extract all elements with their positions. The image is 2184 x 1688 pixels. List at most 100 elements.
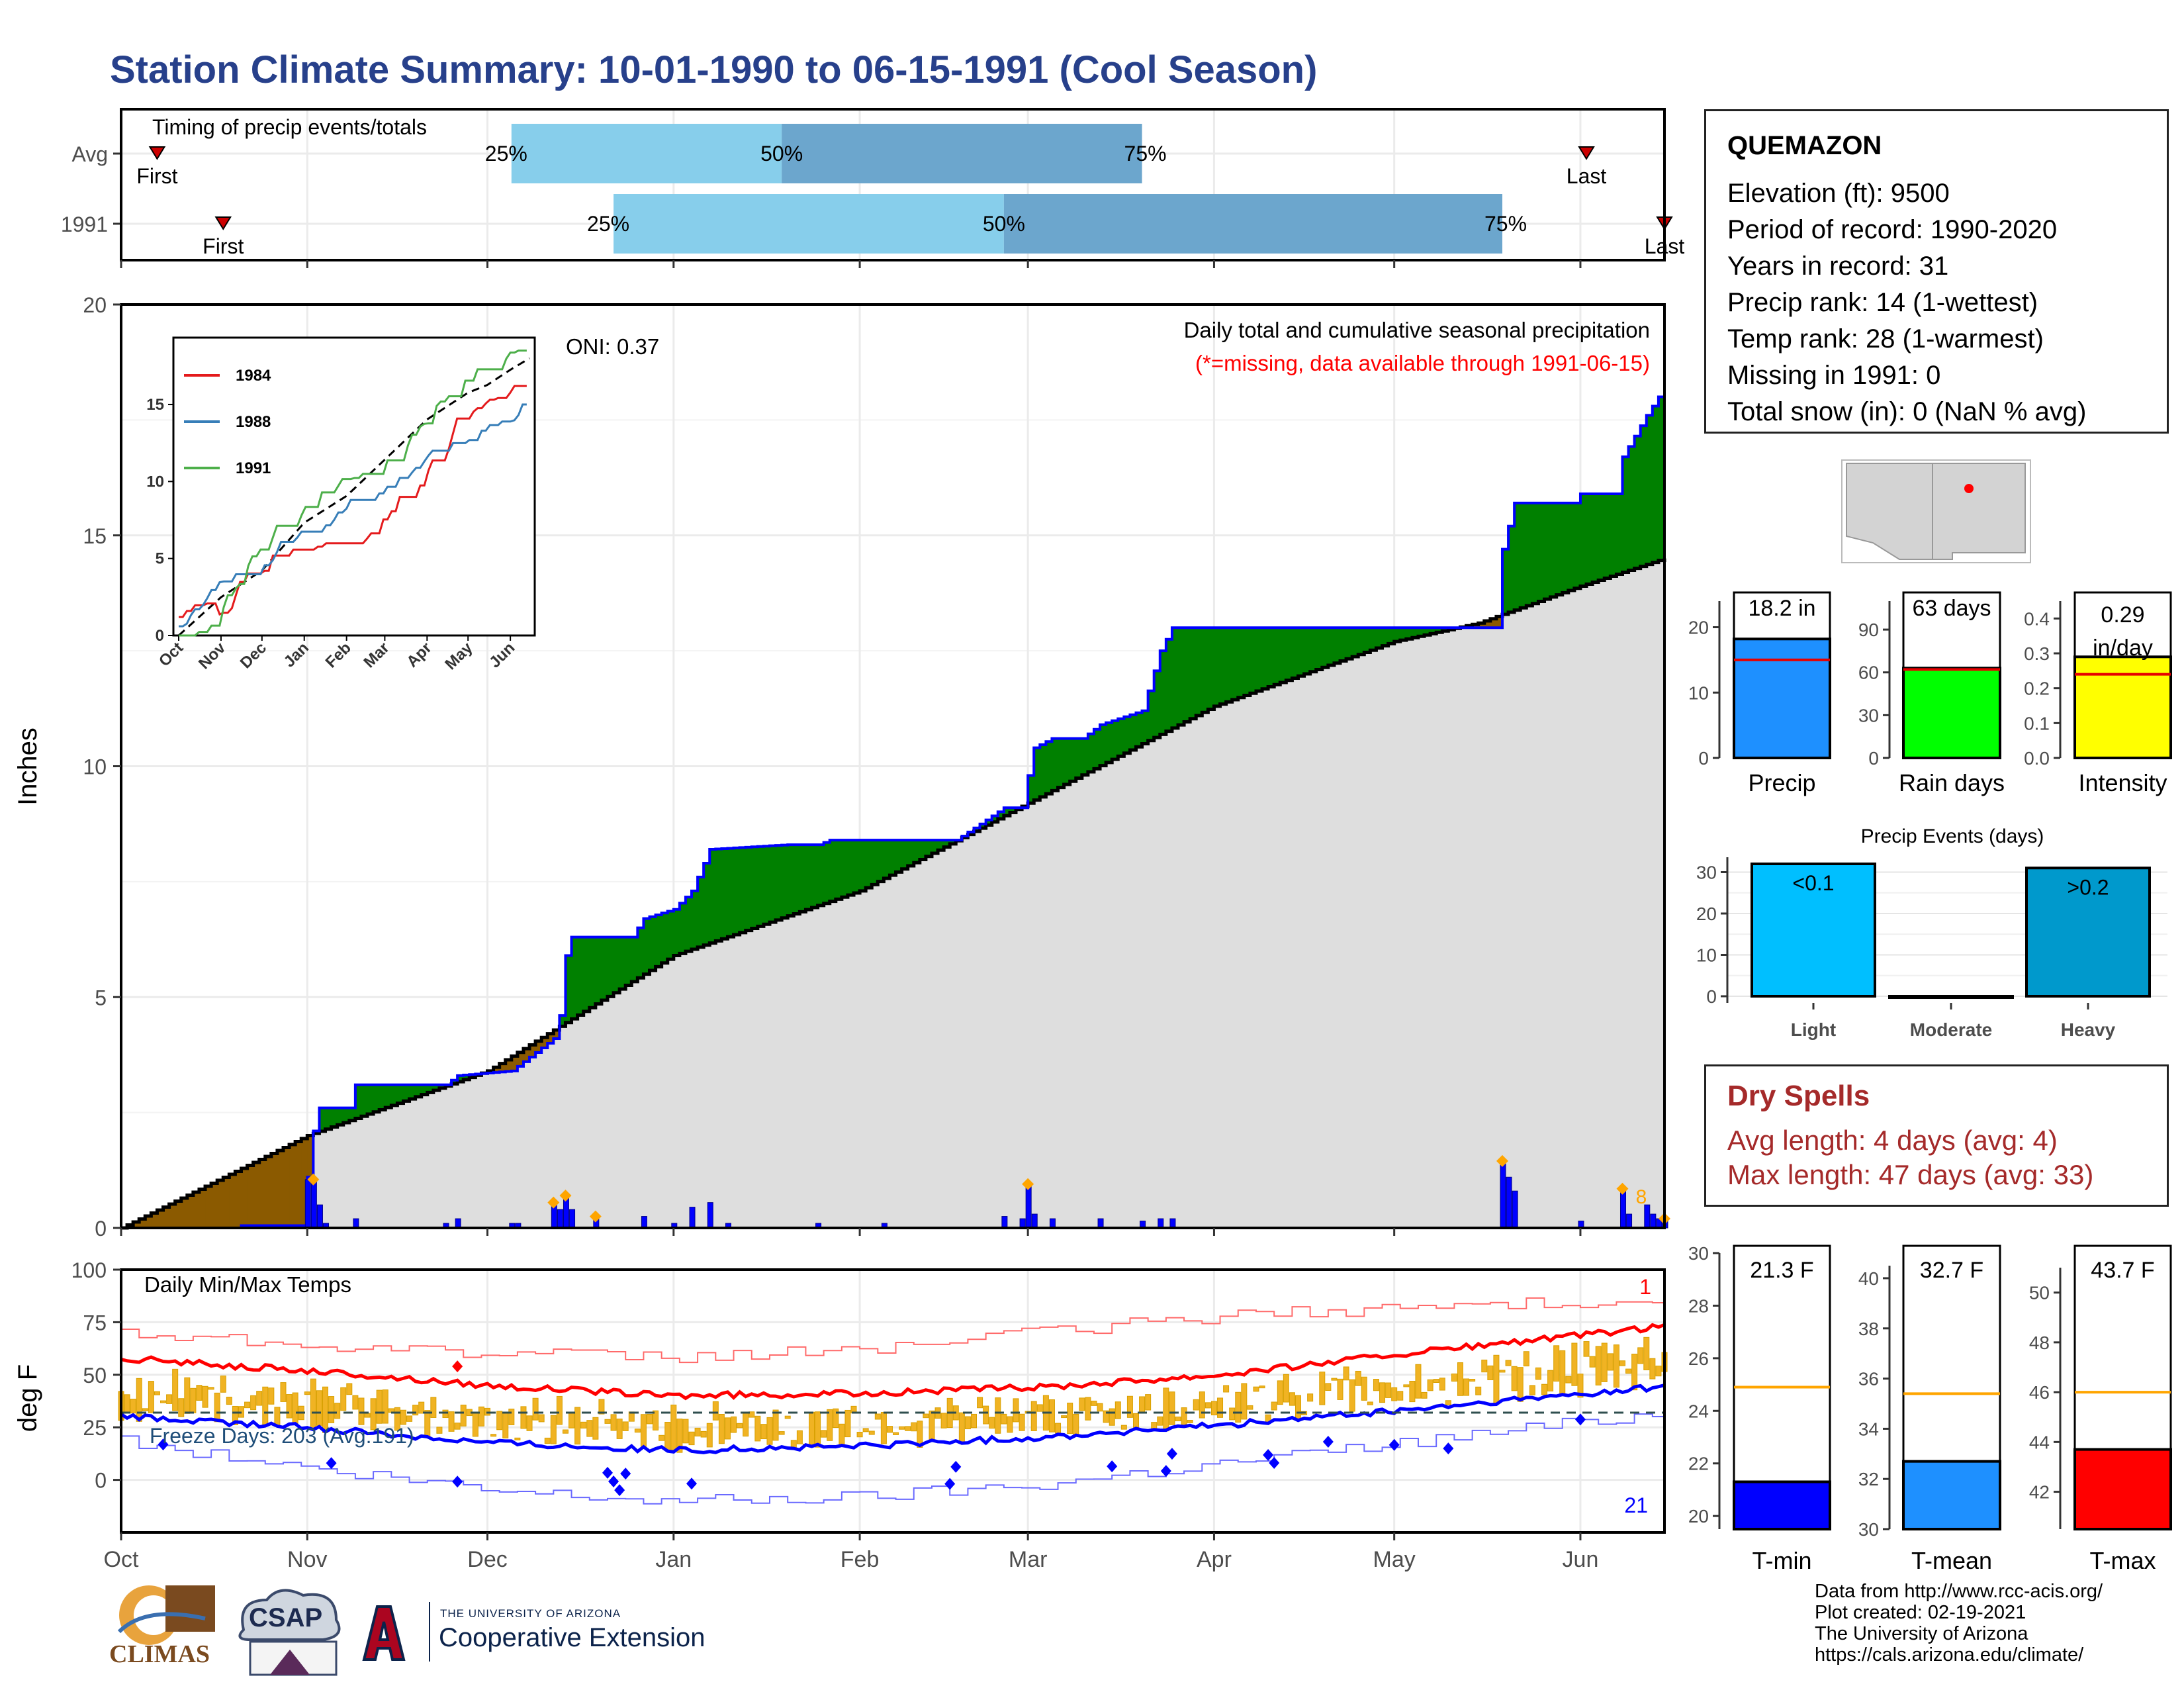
intensity-y-tick-label: 0.4 [2024,608,2050,629]
daily-temp-bar [316,1390,322,1426]
daily-temp-bar [827,1409,833,1441]
above-avg-fill [829,840,837,902]
daily-temp-bar [1577,1374,1584,1398]
info-missing: Missing in 1991: 0 [1727,361,1941,390]
daily-temp-bar [346,1383,353,1395]
temp-y-axis-label: deg F [13,1364,42,1432]
below-avg-fill [193,1192,200,1228]
tmean-category-label: T-mean [1911,1547,1992,1574]
daily-temp-bar [382,1389,388,1424]
timing-first-marker [148,146,166,160]
daily-precip-bar [563,1197,569,1229]
daily-temp-bar [1048,1399,1055,1432]
precip-total-value-label: 18.2 in [1748,596,1815,621]
timing-row-label: Avg [71,142,108,166]
above-avg-fill [1136,712,1143,747]
below-avg-fill [253,1162,260,1226]
below-avg-fill [1478,623,1485,628]
avg-min-line [120,1383,1665,1454]
precip-total-y-tick-label: 10 [1688,682,1709,703]
daily-temp-bar [569,1411,575,1429]
above-avg-fill [559,1015,567,1027]
below-avg-fill [163,1207,170,1228]
above-avg-fill [1034,747,1040,800]
daily-temp-bar [784,1415,791,1419]
tmax-y-tick-label: 42 [2029,1482,2050,1503]
daily-temp-bar [647,1413,653,1425]
daily-temp-bar [1439,1378,1445,1391]
daily-temp-bar [136,1378,142,1422]
daily-temp-bar [1103,1410,1109,1423]
month-tick-label: Nov [287,1547,327,1572]
above-avg-fill [1628,446,1635,571]
above-avg-fill [649,916,657,970]
above-avg-fill [944,840,950,847]
daily-temp-bar [1385,1382,1392,1398]
daily-temp-bar [436,1427,443,1434]
precip-event-marker [1022,1178,1034,1190]
record-low-marker [608,1475,619,1487]
daily-temp-bar [1463,1378,1470,1396]
daily-temp-bar [905,1426,911,1431]
above-avg-fill [1124,716,1131,753]
above-avg-fill [1154,671,1161,738]
daily-temp-bar [142,1408,148,1411]
intensity-bar [2073,655,2172,759]
above-avg-fill [1310,628,1317,672]
timing-bar-50-75 [1003,194,1503,254]
rain-days-chart: 0 30 60 90 63 days Rain days [1858,591,2005,796]
daily-temp-bar [478,1406,484,1427]
above-avg-fill [1052,738,1059,791]
daily-temp-bar [1589,1356,1596,1368]
daily-temp-bar [724,1417,731,1440]
daily-temp-bar [1475,1386,1482,1395]
above-avg-fill [1304,628,1311,674]
daily-temp-bar [1187,1420,1193,1423]
events-y-tick-label: 20 [1696,904,1717,924]
above-avg-fill [595,937,602,1004]
above-avg-fill [811,845,819,908]
daily-temp-bar [659,1434,665,1441]
csap-logo-icon [238,1589,341,1676]
above-avg-fill [974,827,981,831]
below-avg-fill [535,1041,542,1053]
below-avg-fill [289,1145,296,1226]
above-avg-fill [1382,628,1389,646]
daily-temp-bar [616,1419,623,1439]
above-avg-fill [685,897,692,952]
daily-temp-bar [1349,1379,1355,1412]
above-avg-fill [1406,628,1413,639]
above-avg-fill [1568,502,1575,591]
below-avg-fill [283,1147,290,1226]
above-avg-fill [1214,628,1221,706]
precip-y-tick-label: 15 [83,524,107,548]
inset-y-tick-label: 10 [146,473,164,491]
month-tick-label: Jan [655,1547,692,1572]
precip-event-marker [547,1196,560,1209]
daily-precip-bar [1169,1218,1176,1229]
above-avg-fill [985,820,993,825]
above-avg-fill [1658,397,1665,561]
obs-cumulative-line [121,387,1666,1229]
daily-temp-bar [1169,1391,1175,1425]
above-avg-fill [1208,628,1215,710]
record-low-marker [1269,1456,1280,1469]
daily-temp-bar [328,1396,335,1423]
daily-temp-bar [670,1404,677,1451]
events-category-label: Light [1791,1019,1836,1040]
rain-days-y-tick-label: 60 [1858,663,1879,683]
daily-temp-bar [400,1409,406,1425]
ua-small-text: THE UNIVERSITY OF ARIZONA [440,1607,621,1620]
above-avg-fill [1040,744,1046,797]
daily-temp-bar [1409,1380,1416,1403]
timing-first-label: First [203,234,244,258]
csap-logo-text: CSAP [249,1603,323,1632]
events-y-tick-label: 30 [1696,863,1717,883]
below-avg-fill [169,1204,176,1228]
credit-url: https://cals.arizona.edu/climate/ [1815,1644,2084,1665]
above-avg-fill [1646,415,1653,565]
above-avg-fill [403,1084,410,1102]
above-avg-fill [1292,628,1299,679]
